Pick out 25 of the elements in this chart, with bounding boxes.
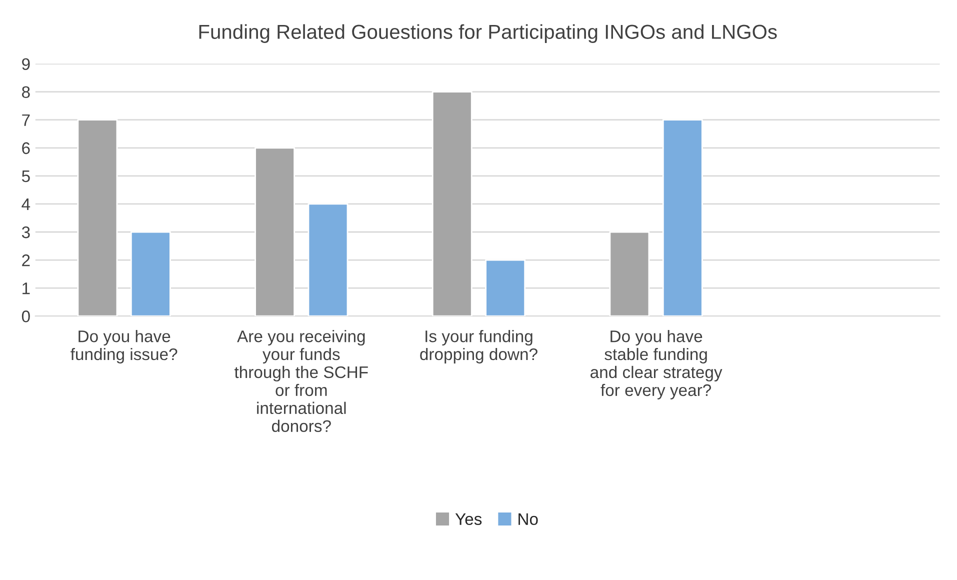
y-tick-label: 6	[22, 142, 30, 154]
bar	[77, 119, 118, 316]
x-tick-label: Is your funding dropping down?	[420, 330, 538, 364]
bar	[485, 259, 526, 316]
bar	[254, 147, 295, 316]
y-tick-label: 4	[22, 198, 30, 210]
chart-title: Funding Related Gouestions for Participating INGOs and LNGOs	[199, 24, 777, 43]
bar	[432, 91, 472, 316]
legend-label: Yes	[455, 513, 482, 525]
bar	[308, 203, 348, 316]
y-tick-label: 7	[22, 114, 30, 126]
bar	[609, 231, 650, 316]
y-tick-label: 0	[22, 310, 30, 322]
bar	[130, 231, 171, 316]
y-tick-label: 8	[22, 86, 30, 98]
x-tick-label: Do you have funding issue?	[70, 330, 178, 364]
legend-label: No	[518, 513, 538, 525]
y-tick-label: 9	[22, 58, 30, 70]
x-tick-label: Do you have stable funding and clear strategy for every year?	[590, 330, 722, 400]
bar	[662, 119, 703, 316]
y-tick-label: 2	[22, 254, 30, 266]
y-tick-label: 3	[22, 226, 30, 238]
y-tick-label: 1	[22, 282, 30, 294]
x-tick-label: Are you receiving your funds through the SCHF or from international donors?	[234, 330, 368, 432]
y-tick-label: 5	[22, 170, 30, 182]
